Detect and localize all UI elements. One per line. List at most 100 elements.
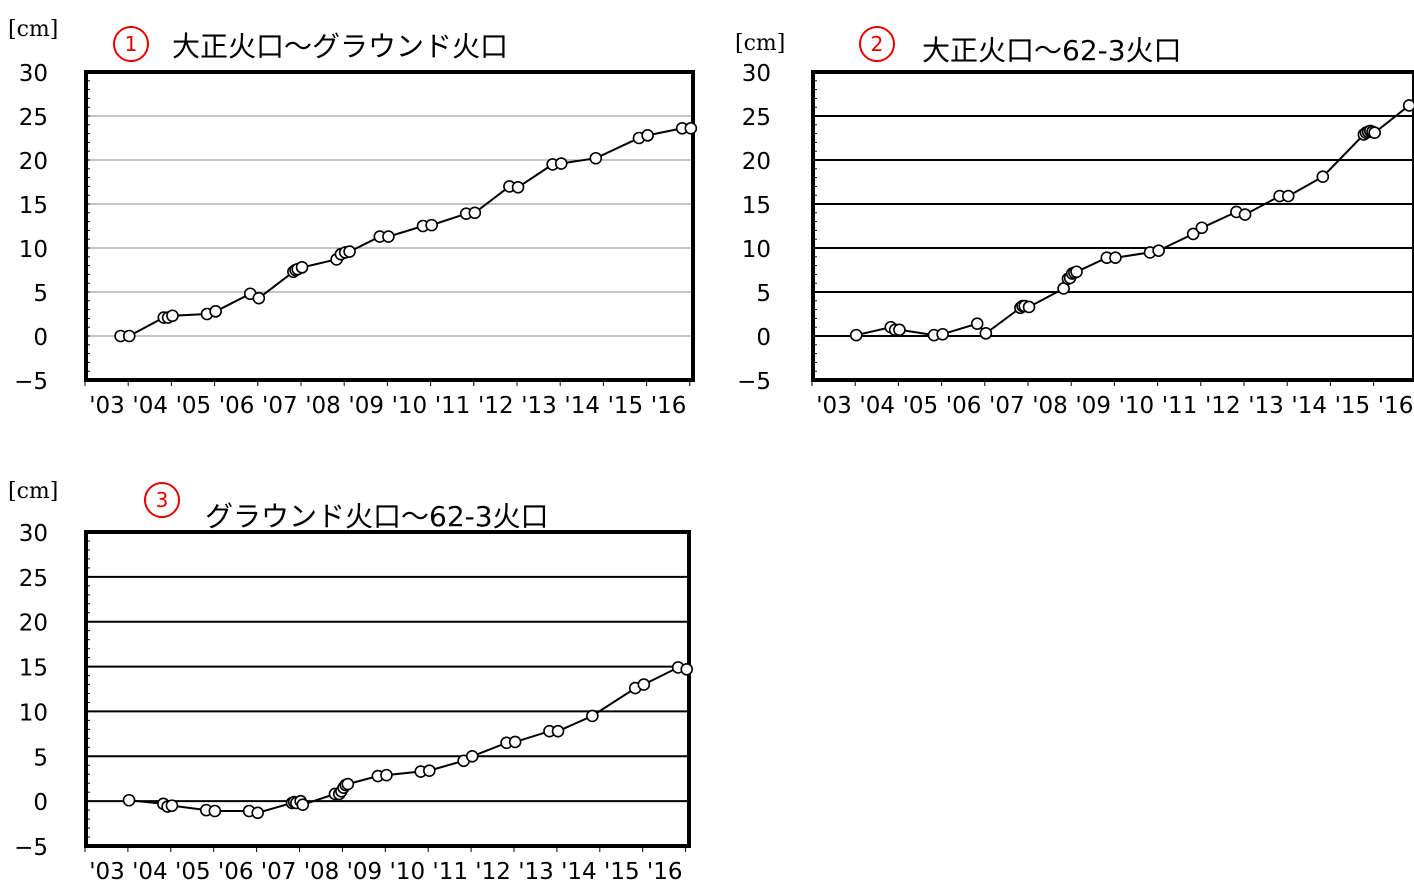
data-point [122,793,136,807]
data-point [251,806,265,820]
data-point [641,129,654,142]
x-tick-label: '15 [604,859,640,885]
series-line [128,666,687,814]
badge-number: 3 [156,488,169,512]
x-tick-label: '12 [475,859,511,885]
x-tick-label: '10 [392,393,428,419]
x-tick-label: '07 [261,859,297,885]
x-tick-label: '08 [305,393,341,419]
data-point [637,678,651,691]
badge-circle [113,26,149,62]
y-tick-label: −5 [14,835,48,861]
x-tick-label: '14 [1291,393,1327,419]
data-point [1070,265,1083,279]
y-tick-label: 5 [33,281,48,307]
data-point [296,798,310,812]
y-tick-label: 30 [19,521,48,547]
x-tick-label: '11 [435,393,471,419]
x-tick-label: '08 [1032,393,1068,419]
data-point [1022,300,1036,314]
data-point [979,327,993,340]
x-tick-label: '11 [1162,393,1198,419]
y-tick-label: 5 [33,745,48,771]
badge-number: 1 [125,32,138,56]
x-tick-label: '12 [478,393,514,419]
x-tick-label: '13 [521,393,557,419]
x-tick-label: '05 [175,859,211,885]
chart-panel-taisho-62-3: [cm] 2 大正火口～62-3火口 30 25 20 15 10 5 0 −5 '03 '04 '… [735,26,1414,419]
data-point [1238,208,1252,221]
data-point [893,323,906,337]
x-tick-label: '14 [564,393,600,419]
data-point [511,180,525,194]
y-tick-label: 25 [742,105,771,131]
unit-label: [cm] [735,31,785,56]
data-point [586,709,599,723]
y-tick-label: 15 [19,656,48,682]
y-tick-label: 0 [756,325,771,351]
x-tick-label: '04 [132,859,168,885]
data-point [425,218,438,232]
x-tick-label: '05 [903,393,939,419]
data-point [165,799,179,812]
data-point [295,261,309,274]
data-point [684,122,698,135]
data-point [208,804,222,818]
x-tick-label: '09 [348,393,384,419]
x-tick-label: '16 [647,859,683,885]
badge-circle [144,482,180,518]
y-tick-label: 20 [19,149,48,175]
plot-frame [811,70,1414,382]
y-tick-label: −5 [14,369,48,395]
chart-title: グラウンド火口～62-3火口 [205,500,549,533]
y-tick-label: 30 [19,61,48,87]
x-tick-label: '09 [347,859,383,885]
x-tick-label: '16 [651,393,687,419]
data-point [970,317,984,330]
x-tick-label: '13 [1248,393,1284,419]
data-point [1186,227,1200,241]
y-tick-label: 10 [19,237,48,263]
y-tick-label: 15 [742,193,771,219]
data-point [680,662,694,676]
x-tick-label: '03 [816,393,852,419]
data-point [1316,170,1330,184]
y-tick-label: 10 [19,700,48,726]
data-point [252,291,266,305]
x-tick-label: '11 [432,859,468,885]
data-point [465,749,479,763]
x-tick-label: '09 [1075,393,1111,419]
data-point [849,328,863,342]
y-tick-label: 0 [33,325,48,351]
x-tick-label: '04 [859,393,895,419]
x-tick-label: '12 [1205,393,1241,419]
data-point [166,309,179,323]
data-point [936,327,949,341]
data-point [343,245,356,258]
x-tick-label: '06 [946,393,982,419]
data-point [589,151,603,165]
x-tick-label: '15 [1335,393,1371,419]
data-point [423,764,436,777]
series-line [855,104,1410,337]
x-tick-label: '04 [132,393,168,419]
data-point [1281,189,1295,203]
x-tick-label: '13 [518,859,554,885]
unit-label: [cm] [8,17,58,42]
chart-title: 大正火口～グラウンド火口 [172,30,508,63]
data-point [468,206,482,220]
y-tick-label: 0 [33,790,48,816]
unit-label: [cm] [8,479,58,504]
data-point [209,305,222,318]
series-line [120,127,691,337]
data-point [382,230,395,243]
x-tick-label: '05 [176,393,212,419]
data-point [1368,126,1381,140]
data-point [1195,221,1209,235]
chart-title: 大正火口～62-3火口 [922,34,1182,67]
y-tick-label: 30 [742,61,771,87]
x-tick-label: '07 [262,393,298,419]
chart-panel-ground-62-3: [cm] 3 グラウンド火口～62-3火口 30 25 20 15 10 5 0 −5 '03 '… [8,479,694,885]
chart-panel-taisho-ground: [cm] 1 大正火口～グラウンド火口 30 25 20 15 10 5 0 −5 '03 '04… [8,17,698,419]
